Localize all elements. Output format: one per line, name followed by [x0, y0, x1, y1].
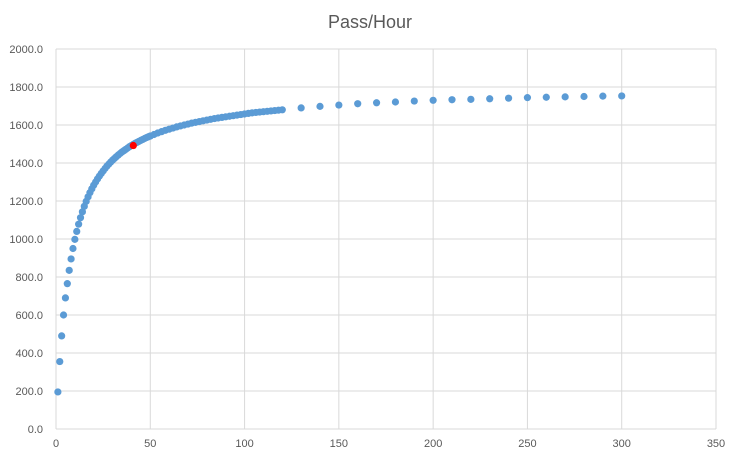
y-tick-label: 200.0 [15, 386, 43, 398]
data-point [599, 92, 607, 100]
x-tick-label: 350 [707, 438, 725, 450]
data-point [65, 266, 73, 274]
y-tick-label: 0.0 [28, 424, 43, 436]
data-point [61, 294, 70, 302]
data-point [542, 93, 550, 101]
y-tick-label: 1400.0 [9, 158, 43, 170]
data-point [78, 208, 86, 216]
y-axis-ticks: 0.0 200.0 400.0 600.0 800.0 1000.0 1200.0 1400.… [9, 44, 43, 436]
data-point [71, 235, 79, 243]
data-point [580, 92, 588, 101]
x-axis-ticks: 0 50 100 150 200 250 300 350 [53, 438, 725, 450]
data-point [76, 214, 85, 222]
data-point [316, 102, 324, 110]
data-point [75, 220, 83, 228]
data-point [618, 92, 626, 100]
data-point [73, 227, 81, 235]
data-point [59, 311, 68, 319]
y-tick-label: 1800.0 [9, 82, 43, 94]
x-tick-label: 300 [613, 438, 631, 450]
data-point [297, 104, 305, 112]
y-tick-label: 2000.0 [9, 44, 43, 56]
data-point [391, 98, 400, 106]
data-point [372, 99, 381, 107]
gridlines [55, 48, 717, 430]
data-point [67, 255, 75, 263]
data-point [448, 96, 456, 104]
y-tick-label: 1000.0 [9, 234, 43, 246]
data-point [486, 95, 494, 103]
data-points [54, 92, 626, 396]
data-point [504, 94, 513, 102]
y-tick-label: 600.0 [15, 310, 43, 322]
x-tick-label: 0 [53, 438, 59, 450]
x-tick-label: 250 [518, 438, 536, 450]
data-point [54, 388, 62, 396]
data-point [69, 244, 77, 253]
x-tick-label: 150 [330, 438, 348, 450]
data-point [335, 101, 343, 109]
x-tick-label: 50 [144, 438, 156, 450]
data-point [523, 94, 532, 102]
y-tick-label: 800.0 [15, 272, 43, 284]
y-tick-label: 1200.0 [9, 196, 43, 208]
data-point [278, 106, 286, 114]
data-point [56, 357, 64, 366]
data-point [561, 93, 569, 101]
data-point [354, 100, 362, 108]
x-tick-label: 200 [424, 438, 442, 450]
data-point [467, 95, 475, 103]
data-point [429, 96, 437, 104]
y-tick-label: 400.0 [15, 348, 43, 360]
chart-title: Pass/Hour [328, 12, 412, 32]
x-tick-label: 100 [235, 438, 253, 450]
data-point [410, 97, 418, 105]
data-point [58, 332, 66, 340]
data-point [63, 280, 71, 288]
highlighted-data-point [129, 141, 137, 150]
y-tick-label: 1600.0 [9, 120, 43, 132]
